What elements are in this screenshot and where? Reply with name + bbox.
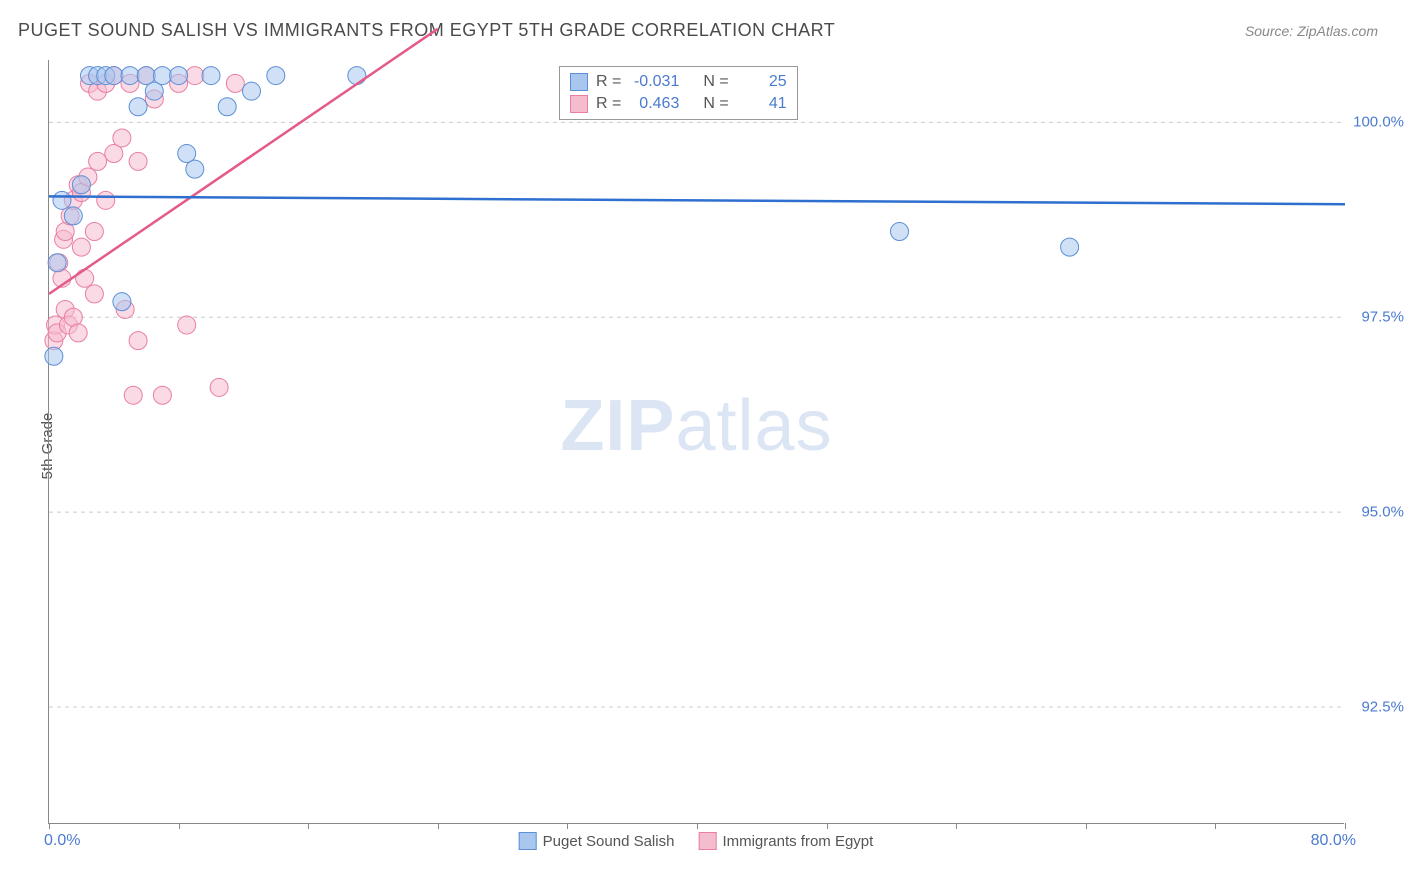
stats-swatch-pink bbox=[570, 95, 588, 113]
scatter-point bbox=[226, 74, 244, 92]
scatter-point bbox=[76, 269, 94, 287]
scatter-point bbox=[121, 67, 139, 85]
x-tick bbox=[1345, 823, 1346, 829]
scatter-point bbox=[178, 316, 196, 334]
scatter-point bbox=[64, 207, 82, 225]
stats-r-label-2: R = bbox=[596, 95, 621, 113]
scatter-point bbox=[170, 67, 188, 85]
scatter-point bbox=[202, 67, 220, 85]
scatter-point bbox=[72, 238, 90, 256]
stats-n-label-2: N = bbox=[703, 95, 728, 113]
regression-line bbox=[49, 196, 1345, 204]
x-tick bbox=[1086, 823, 1087, 829]
y-tick-label: 95.0% bbox=[1349, 504, 1404, 521]
x-tick bbox=[567, 823, 568, 829]
x-tick bbox=[308, 823, 309, 829]
scatter-point bbox=[891, 223, 909, 241]
scatter-point bbox=[69, 324, 87, 342]
legend-label-1: Puget Sound Salish bbox=[543, 833, 675, 850]
y-tick-label: 97.5% bbox=[1349, 309, 1404, 326]
scatter-point bbox=[129, 98, 147, 116]
scatter-point bbox=[153, 67, 171, 85]
x-tick bbox=[697, 823, 698, 829]
y-tick-label: 92.5% bbox=[1349, 699, 1404, 716]
scatter-point bbox=[97, 191, 115, 209]
x-axis-min-label: 0.0% bbox=[44, 832, 80, 850]
scatter-point bbox=[48, 254, 66, 272]
legend-swatch-pink bbox=[698, 832, 716, 850]
stats-n-value-2: 41 bbox=[737, 95, 787, 113]
y-tick-label: 100.0% bbox=[1349, 114, 1404, 131]
bottom-legend: Puget Sound Salish Immigrants from Egypt bbox=[519, 832, 874, 850]
stats-row-series-1: R = -0.031 N = 25 bbox=[570, 71, 787, 93]
x-tick bbox=[49, 823, 50, 829]
scatter-point bbox=[89, 152, 107, 170]
scatter-point bbox=[218, 98, 236, 116]
scatter-point bbox=[113, 293, 131, 311]
scatter-point bbox=[153, 386, 171, 404]
stats-r-label-1: R = bbox=[596, 73, 621, 91]
scatter-point bbox=[186, 67, 204, 85]
scatter-point bbox=[267, 67, 285, 85]
stats-r-value-2: 0.463 bbox=[629, 95, 679, 113]
scatter-point bbox=[129, 332, 147, 350]
stats-n-label-1: N = bbox=[703, 73, 728, 91]
scatter-point bbox=[85, 223, 103, 241]
scatter-point bbox=[113, 129, 131, 147]
scatter-point bbox=[210, 378, 228, 396]
x-tick bbox=[438, 823, 439, 829]
stats-row-series-2: R = 0.463 N = 41 bbox=[570, 93, 787, 115]
scatter-point bbox=[53, 191, 71, 209]
scatter-point bbox=[45, 347, 63, 365]
stats-swatch-blue bbox=[570, 73, 588, 91]
scatter-point bbox=[1061, 238, 1079, 256]
source-label: Source: ZipAtlas.com bbox=[1245, 23, 1378, 39]
x-tick bbox=[179, 823, 180, 829]
legend-item-1: Puget Sound Salish bbox=[519, 832, 675, 850]
scatter-point bbox=[72, 176, 90, 194]
scatter-point bbox=[243, 82, 261, 100]
scatter-point bbox=[124, 386, 142, 404]
scatter-plot-svg bbox=[49, 60, 1344, 823]
x-tick bbox=[956, 823, 957, 829]
chart-plot-area: ZIPatlas R = -0.031 N = 25 R = 0.463 N =… bbox=[48, 60, 1344, 824]
x-axis-labels: 0.0% 80.0% Puget Sound Salish Immigrants… bbox=[48, 832, 1344, 862]
stats-r-value-1: -0.031 bbox=[629, 73, 679, 91]
x-tick bbox=[1215, 823, 1216, 829]
x-axis-max-label: 80.0% bbox=[1311, 832, 1356, 850]
legend-item-2: Immigrants from Egypt bbox=[698, 832, 873, 850]
legend-swatch-blue bbox=[519, 832, 537, 850]
scatter-point bbox=[186, 160, 204, 178]
scatter-point bbox=[105, 67, 123, 85]
stats-n-value-1: 25 bbox=[737, 73, 787, 91]
x-tick bbox=[827, 823, 828, 829]
correlation-stats-box: R = -0.031 N = 25 R = 0.463 N = 41 bbox=[559, 66, 798, 120]
scatter-point bbox=[348, 67, 366, 85]
scatter-point bbox=[129, 152, 147, 170]
scatter-point bbox=[85, 285, 103, 303]
legend-label-2: Immigrants from Egypt bbox=[722, 833, 873, 850]
